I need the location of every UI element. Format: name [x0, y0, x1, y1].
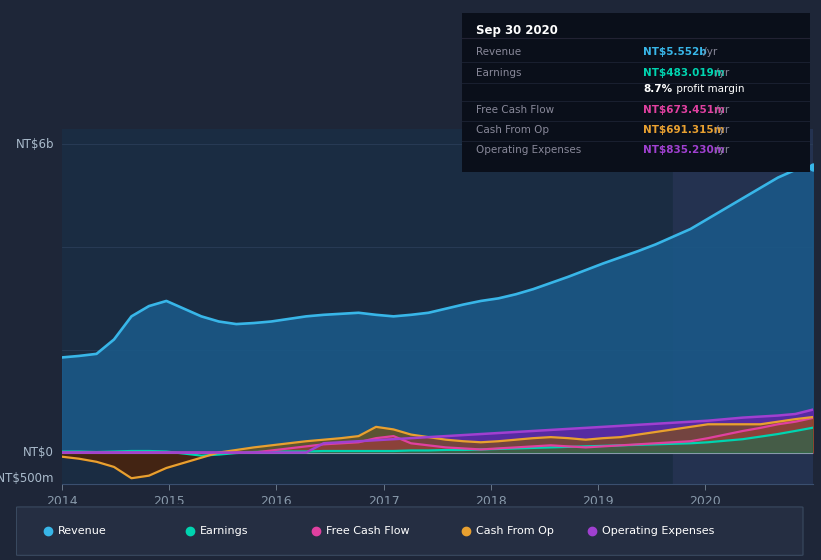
- Text: Free Cash Flow: Free Cash Flow: [476, 105, 554, 115]
- Text: Revenue: Revenue: [58, 526, 107, 535]
- Text: NT$691.315m: NT$691.315m: [643, 125, 725, 135]
- Text: Cash From Op: Cash From Op: [476, 526, 554, 535]
- Text: NT$483.019m: NT$483.019m: [643, 68, 725, 78]
- Text: Sep 30 2020: Sep 30 2020: [476, 24, 558, 37]
- Text: /yr: /yr: [712, 105, 729, 115]
- Text: Free Cash Flow: Free Cash Flow: [326, 526, 410, 535]
- Text: Earnings: Earnings: [476, 68, 521, 78]
- Text: NT$835.230m: NT$835.230m: [643, 145, 725, 155]
- Text: /yr: /yr: [712, 68, 729, 78]
- Text: NT$0: NT$0: [23, 446, 54, 459]
- Text: 8.7%: 8.7%: [643, 85, 672, 95]
- Text: -NT$500m: -NT$500m: [0, 472, 54, 485]
- Text: Revenue: Revenue: [476, 47, 521, 57]
- Text: profit margin: profit margin: [673, 85, 745, 95]
- Text: Operating Expenses: Operating Expenses: [476, 145, 581, 155]
- Text: Earnings: Earnings: [200, 526, 249, 535]
- Bar: [673, 129, 813, 484]
- Text: /yr: /yr: [712, 145, 729, 155]
- Text: /yr: /yr: [699, 47, 717, 57]
- Text: Cash From Op: Cash From Op: [476, 125, 549, 135]
- FancyBboxPatch shape: [16, 507, 803, 556]
- Text: NT$5.552b: NT$5.552b: [643, 47, 707, 57]
- Text: Operating Expenses: Operating Expenses: [602, 526, 714, 535]
- Text: NT$6b: NT$6b: [16, 138, 54, 151]
- Text: /yr: /yr: [712, 125, 729, 135]
- Text: NT$673.451m: NT$673.451m: [643, 105, 725, 115]
